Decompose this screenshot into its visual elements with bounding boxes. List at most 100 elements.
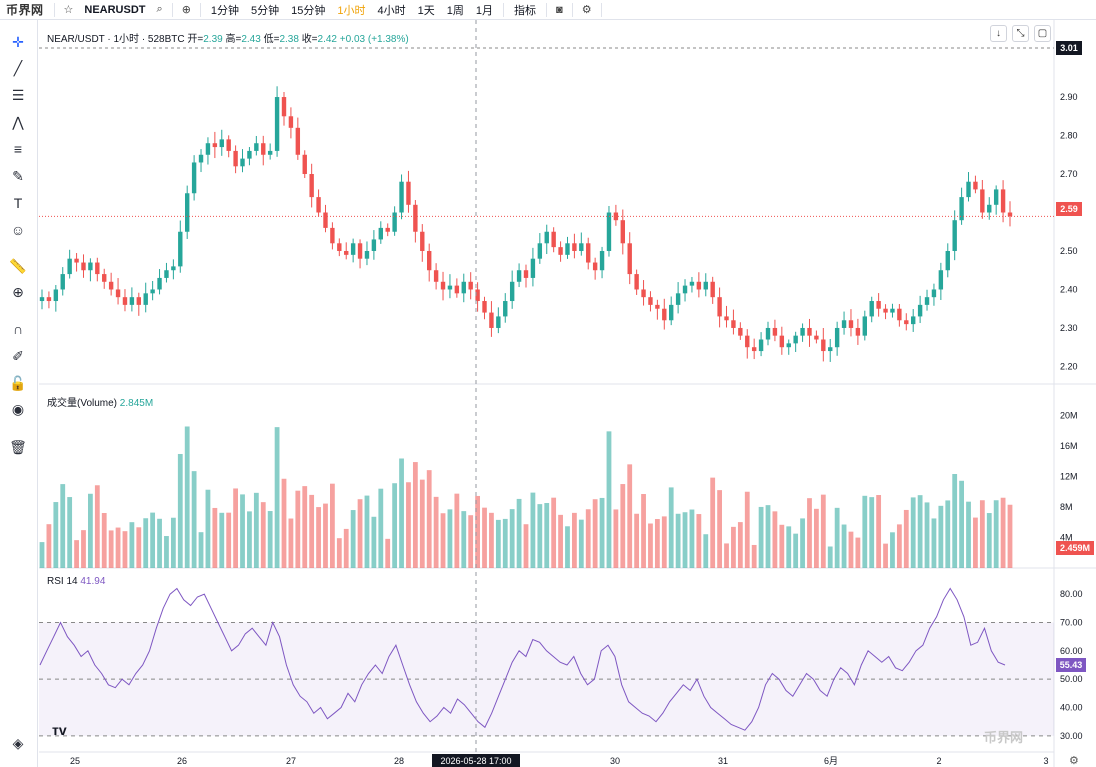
candle-body [295,127,301,155]
rsi-tick-label: 40.00 [1060,703,1083,713]
candle-body [745,335,750,348]
interval-1h[interactable]: 1小时 [337,4,366,17]
interval-1mo[interactable]: 1月 [475,4,494,17]
candle-body [814,335,819,340]
watermark-logo: 币界网 [984,730,1024,745]
pattern-icon[interactable]: ⋀ [12,113,24,130]
volume-bar [661,516,667,568]
pair-title: NEAR/USDT · 1小时 · 528BTC [47,34,185,45]
candle-body [717,297,722,317]
candle-body [662,308,667,321]
interval-1m[interactable]: 1分钟 [210,4,240,17]
volume-bar [316,507,321,568]
candle-body [219,139,224,148]
volume-bar [419,479,425,568]
candle-body [102,274,107,282]
candle-body [433,270,439,282]
zoom-icon[interactable]: ⊕ [12,283,24,300]
candle-body [447,285,453,290]
search-icon[interactable]: ⌕ [156,3,163,15]
volume-bar [74,540,79,568]
volume-legend: 成交量(Volume) 2.845M [47,394,153,409]
change-value: +0.03 (+1.38%) [339,34,409,45]
volume-bar [205,489,211,568]
ruler-icon[interactable]: 📏 [9,257,27,274]
volume-bar [966,501,971,568]
volume-bar [599,497,605,568]
volume-bar [184,426,190,568]
volume-bar [1007,504,1013,568]
candle-body [378,227,383,240]
volume-bar [260,502,266,568]
candle-body [164,270,169,278]
volume-bar [454,493,460,568]
volume-bar [578,519,584,568]
fullscreen-button[interactable]: ▢ [1034,25,1051,42]
candle-body [669,304,674,321]
gear-icon[interactable]: ⚙ [581,4,592,16]
interval-5m[interactable]: 5分钟 [251,4,280,17]
horizontal-lines-icon[interactable]: ☰ [11,86,25,103]
candle-body [226,139,231,151]
volume-bar [537,504,543,568]
candle-body [150,289,155,294]
volume-bar [412,462,418,568]
trash-icon[interactable]: 🗑 [9,438,27,455]
trend-line-icon[interactable]: ╱ [13,59,23,76]
interval-4h[interactable]: 4小时 [377,4,406,17]
last-price-tag: 2.59 [1056,202,1082,216]
indicators-button[interactable]: 指标 [514,4,537,17]
candle-body [143,293,148,305]
candle-body [185,193,190,232]
volume-bar [986,513,992,568]
volume-bar [46,524,52,568]
divider [600,2,602,17]
rsi-tick-label: 50.00 [1060,674,1083,684]
candle-body [503,301,508,317]
interval-1w[interactable]: 1周 [446,4,464,17]
axis-settings-icon[interactable]: ⚙ [1069,755,1079,767]
volume-bar [682,512,688,568]
candle-body [489,312,494,328]
volume-bar [364,495,370,568]
high-label: 高= [225,34,242,45]
candle-body [281,97,287,117]
lock-icon[interactable]: 🔓 [9,374,27,391]
volume-bar [530,492,536,568]
candle-body [81,262,86,271]
candle-body [254,143,259,151]
fib-icon[interactable]: ≡ [13,141,23,157]
volume-bar [931,518,937,568]
volume-bar [883,543,888,568]
volume-label: 成交量(Volume) [47,398,118,409]
volume-bar [94,485,100,568]
volume-bar [509,509,515,568]
volume-bar [288,518,294,568]
volume-bar [274,427,280,568]
eye-icon[interactable]: ◉ [11,400,25,417]
volume-bar [336,538,342,568]
crosshair-icon[interactable]: ✛ [12,33,24,50]
volume-bar [81,530,86,568]
candle-body [537,243,543,259]
collapse-button[interactable]: ↓ [990,25,1007,42]
star-icon[interactable]: ☆ [63,4,74,16]
text-icon[interactable]: T [13,195,23,211]
volume-bar [295,490,301,568]
brush-icon[interactable]: ✎ [12,167,24,184]
layers-icon[interactable]: ◈ [12,734,24,751]
magnet-icon[interactable]: ∩ [12,321,24,337]
tradingview-logo[interactable]: ᴛᴠ [52,722,67,738]
compare-icon[interactable]: ⊕ [181,4,191,16]
symbol-selector[interactable]: NEARUSDT [84,3,146,16]
volume-tick-label: 4M [1060,532,1073,542]
candle-body [696,281,702,290]
emoji-icon[interactable]: ☺ [10,222,26,238]
camera-icon[interactable]: ◙ [556,3,563,16]
minimize-button[interactable]: ⤡ [1012,25,1029,42]
interval-1d[interactable]: 1天 [417,4,435,17]
pencil-lock-icon[interactable]: ✐ [12,347,24,364]
candle-body [966,181,971,198]
interval-15m[interactable]: 15分钟 [291,4,326,17]
